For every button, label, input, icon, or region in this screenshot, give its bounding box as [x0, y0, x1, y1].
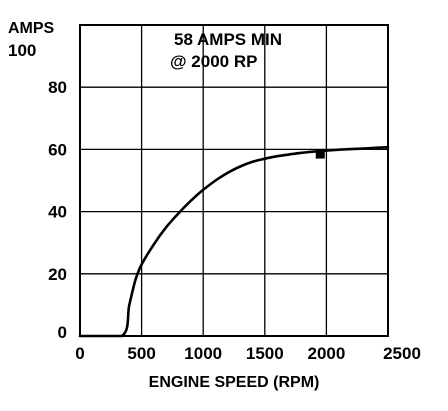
x-tick-label: 2000 — [307, 344, 345, 363]
x-tick-label: 500 — [127, 344, 155, 363]
plot-frame — [79, 24, 389, 337]
series-line-0 — [78, 145, 390, 338]
y-tick-label: 100 — [8, 41, 36, 60]
y-tick-label: 40 — [48, 203, 67, 222]
series-layer — [78, 145, 390, 338]
x-tick-label: 1000 — [184, 344, 222, 363]
y-tick-label: 0 — [58, 323, 67, 342]
x-tick-label: 1500 — [246, 344, 284, 363]
x-tick-label: 2500 — [383, 344, 421, 363]
marker-layer — [315, 149, 325, 159]
y-axis-label: AMPS — [8, 20, 55, 37]
y-tick-labels: 0 20 40 60 80 100 — [8, 41, 67, 342]
chart-title-line-1: 58 AMPS MIN — [174, 30, 282, 49]
x-axis-label: ENGINE SPEED (RPM) — [149, 374, 320, 391]
data-marker — [315, 149, 325, 159]
chart-title-line-2: @ 2000 RP — [170, 52, 257, 71]
y-tick-label: 80 — [48, 78, 67, 97]
x-tick-labels: 0 500 1000 1500 2000 2500 — [75, 344, 421, 363]
x-tick-label: 0 — [75, 344, 84, 363]
y-tick-label: 60 — [48, 140, 67, 159]
grid — [80, 25, 388, 336]
y-tick-label: 20 — [48, 265, 67, 284]
